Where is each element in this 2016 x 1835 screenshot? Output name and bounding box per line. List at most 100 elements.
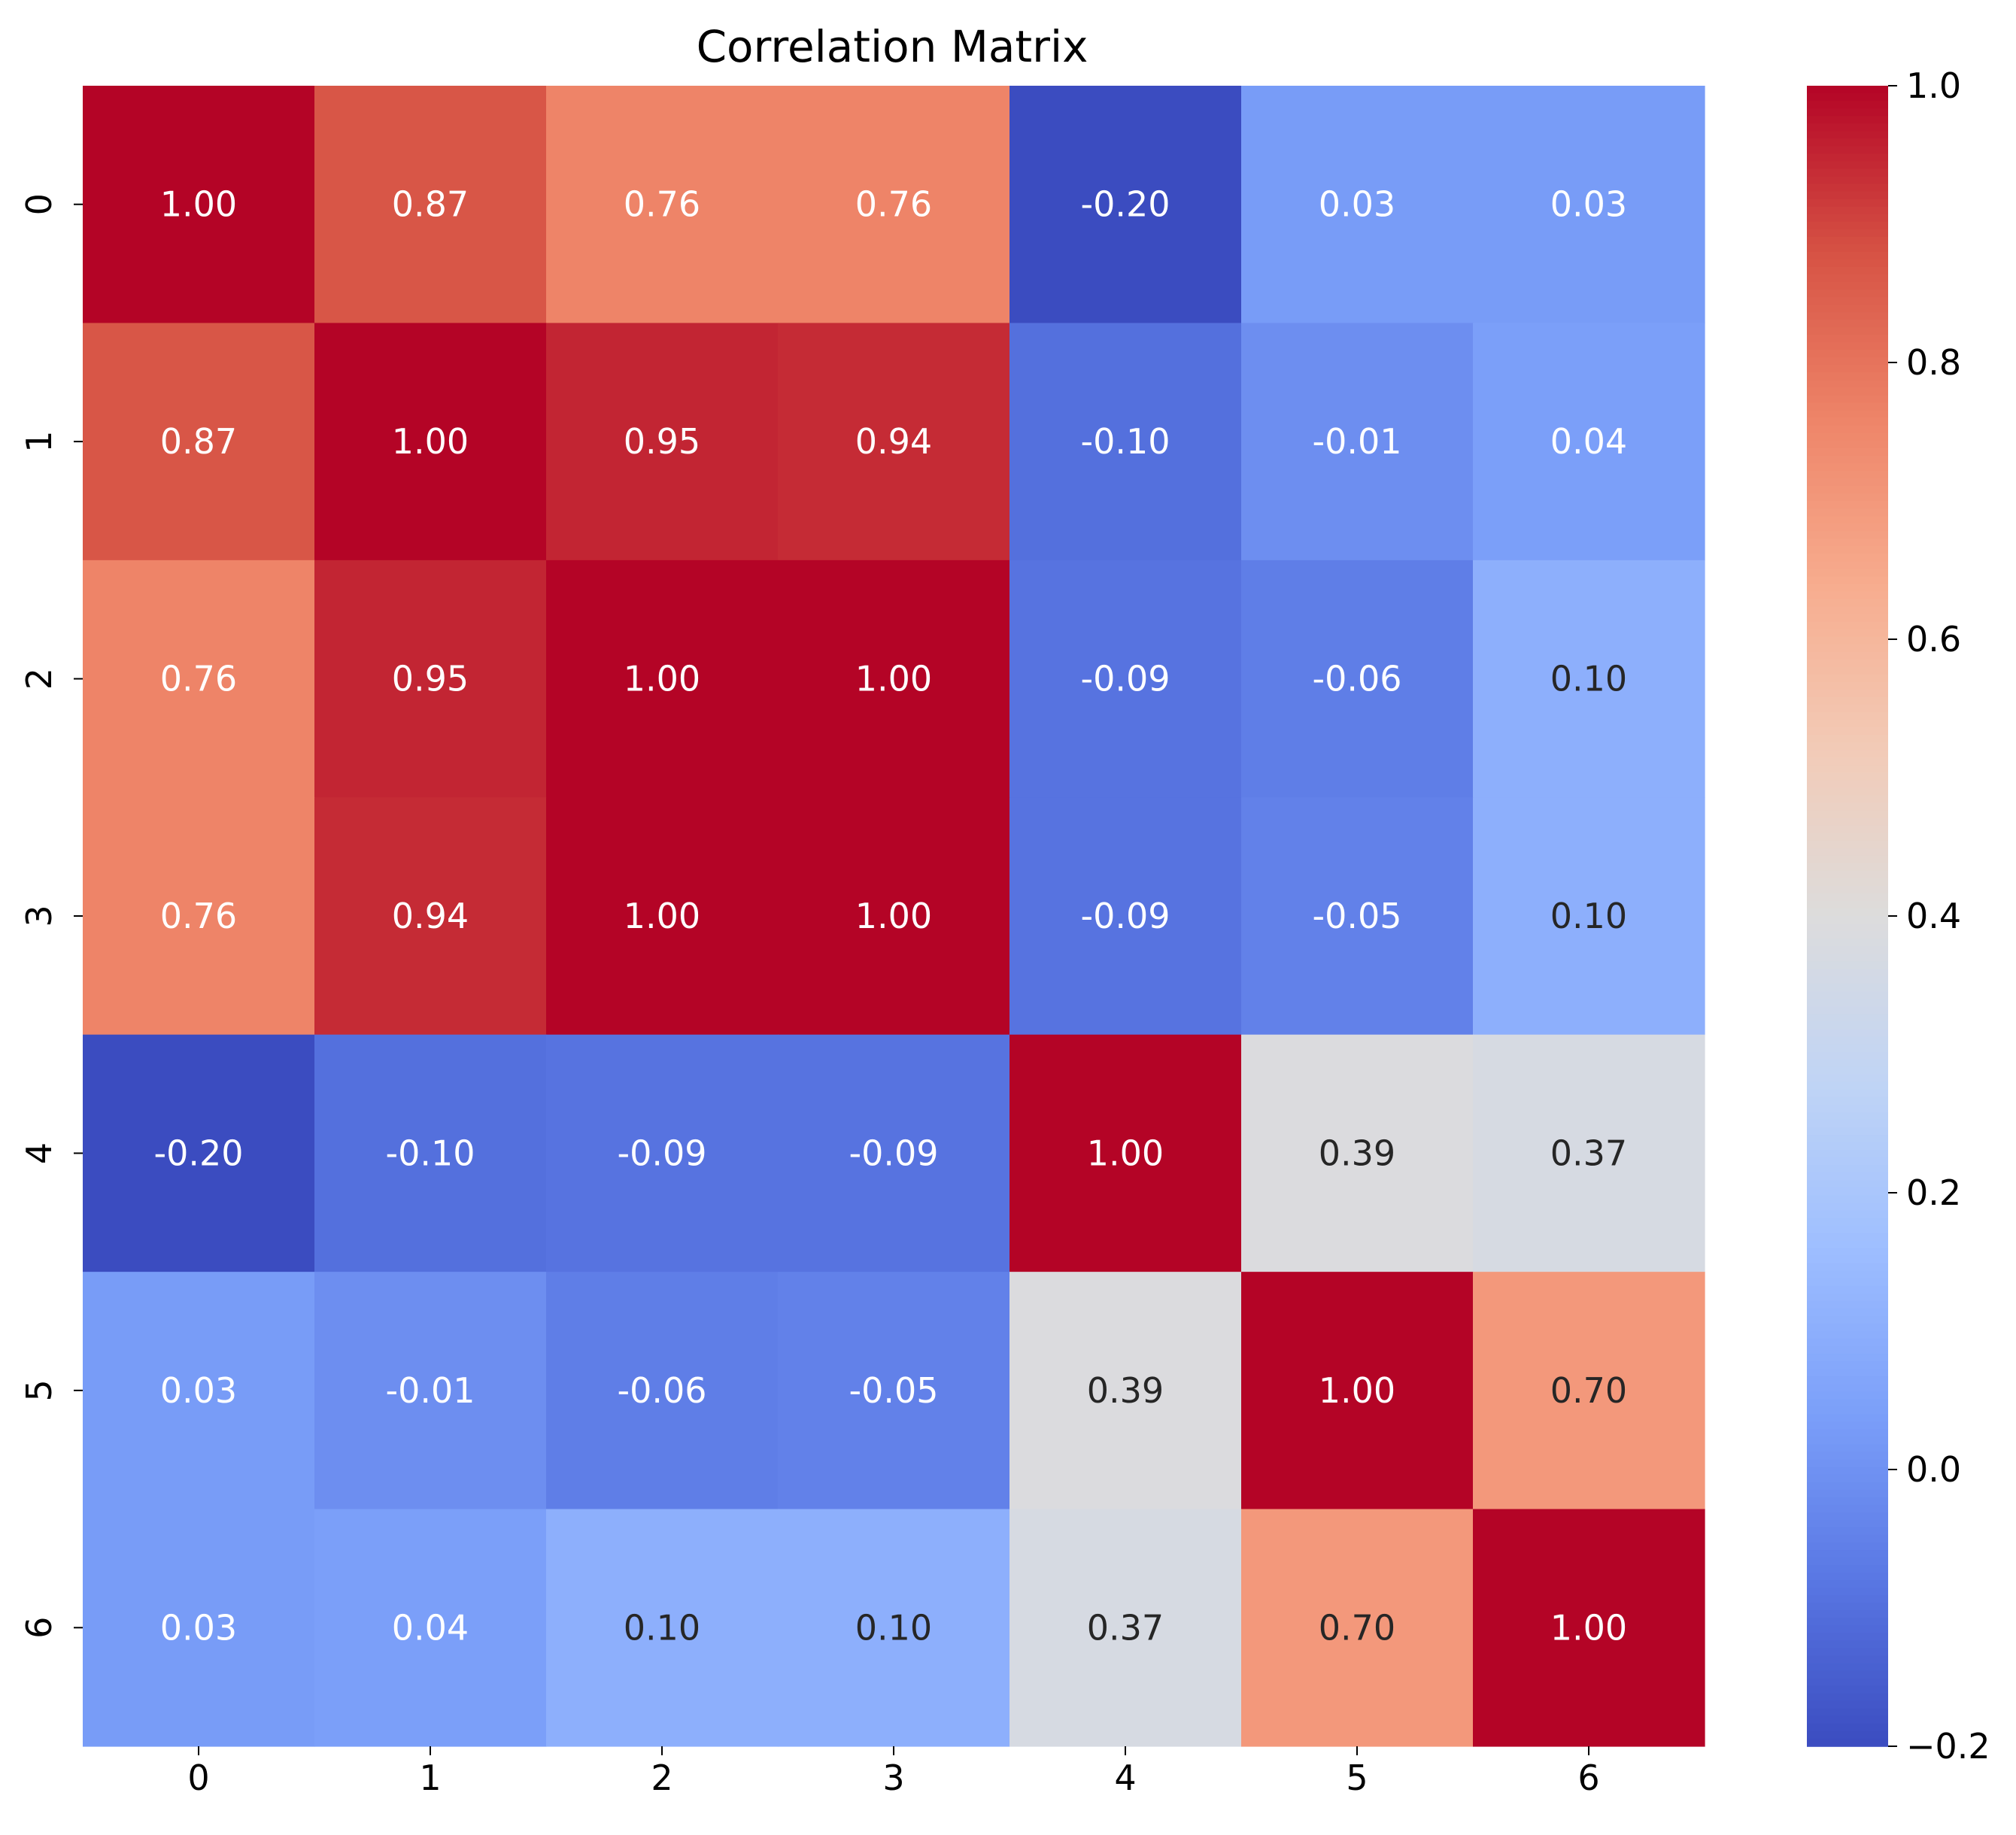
colorbar-segment — [1807, 961, 1888, 970]
heatmap-cell-label-5-0: 0.03 — [160, 1370, 237, 1411]
colorbar-segment — [1807, 1315, 1888, 1324]
colorbar-segment — [1807, 425, 1888, 434]
y-tick-label-6: 6 — [19, 1617, 59, 1639]
heatmap-cell-label-3-1: 0.94 — [392, 896, 469, 936]
colorbar-segment — [1807, 516, 1888, 524]
colorbar-segment — [1807, 1542, 1888, 1551]
colorbar-segment — [1807, 1670, 1888, 1679]
heatmap-cell-label-5-3: -0.05 — [849, 1370, 938, 1411]
colorbar-segment — [1807, 1459, 1888, 1468]
colorbar-segment — [1807, 1715, 1888, 1724]
colorbar-segment — [1807, 817, 1888, 827]
heatmap-cell-label-3-0: 0.76 — [160, 896, 237, 936]
colorbar-segment — [1807, 878, 1888, 887]
colorbar-segment — [1807, 478, 1888, 487]
heatmap-cell-label-1-5: -0.01 — [1312, 421, 1401, 462]
colorbar-segment — [1807, 1339, 1888, 1347]
colorbar-segment — [1807, 870, 1888, 879]
colorbar: 1.0 0.8 0.6 0.4 0.2 0.0 −0.2 — [1807, 65, 1990, 1767]
colorbar-segment — [1807, 493, 1888, 502]
colorbar-segment — [1807, 644, 1888, 653]
heatmap-cell-6-6 — [1473, 1509, 1705, 1747]
colorbar-segment — [1807, 1573, 1888, 1581]
colorbar-segment — [1807, 342, 1888, 351]
heatmap-cell-0-6 — [1473, 86, 1705, 324]
colorbar-segment — [1807, 1218, 1888, 1227]
colorbar-segment — [1807, 1429, 1888, 1438]
heatmap-cell-label-4-6: 0.37 — [1550, 1133, 1627, 1173]
colorbar-segment — [1807, 1263, 1888, 1272]
colorbar-segment — [1807, 1014, 1888, 1023]
colorbar-segment — [1807, 335, 1888, 344]
colorbar-segment — [1807, 1580, 1888, 1589]
colorbar-segment — [1807, 554, 1888, 563]
x-tick-label-3: 3 — [882, 1758, 904, 1798]
colorbar-segment — [1807, 1051, 1888, 1060]
colorbar-tick-label-4: 0.2 — [1906, 1172, 1961, 1213]
colorbar-segment — [1807, 1369, 1888, 1378]
colorbar-segment — [1807, 1233, 1888, 1242]
heatmap-cell-label-0-5: 0.03 — [1319, 184, 1395, 225]
heatmap-cell-label-2-3: 1.00 — [855, 659, 932, 699]
colorbar-segment — [1807, 131, 1888, 140]
colorbar-segment — [1807, 584, 1888, 593]
heatmap-cell-label-5-1: -0.01 — [385, 1370, 475, 1411]
colorbar-segment — [1807, 1708, 1888, 1717]
heatmap-cell-label-4-3: -0.09 — [849, 1133, 938, 1173]
heatmap-cell-label-1-4: -0.10 — [1080, 421, 1170, 462]
colorbar-segment — [1807, 689, 1888, 698]
heatmap-cell-label-3-6: 0.10 — [1550, 896, 1627, 936]
colorbar-segment — [1807, 931, 1888, 939]
colorbar-segment — [1807, 1036, 1888, 1045]
colorbar-segment — [1807, 1044, 1888, 1053]
colorbar-segment — [1807, 969, 1888, 978]
heatmap-cell-label-6-0: 0.03 — [160, 1607, 237, 1648]
colorbar-segment — [1807, 900, 1888, 909]
colorbar-segment — [1807, 1150, 1888, 1158]
colorbar-segment — [1807, 1595, 1888, 1604]
heatmap-cell-1-0 — [83, 323, 315, 561]
heatmap-cell-4-0 — [83, 1034, 315, 1272]
colorbar-segment — [1807, 251, 1888, 260]
heatmap-cell-5-1 — [314, 1272, 547, 1510]
colorbar-segment — [1807, 1225, 1888, 1234]
colorbar-segment — [1807, 1444, 1888, 1453]
colorbar-segment — [1807, 704, 1888, 713]
colorbar-segment — [1807, 659, 1888, 668]
colorbar-segment — [1807, 1625, 1888, 1634]
heatmap-cell-label-2-1: 0.95 — [392, 659, 469, 699]
colorbar-segment — [1807, 855, 1888, 864]
x-tick-label-0: 0 — [187, 1758, 209, 1798]
heatmap-cell-0-1 — [314, 86, 547, 324]
colorbar-segment — [1807, 651, 1888, 660]
heatmap-cell-label-3-4: -0.09 — [1080, 896, 1170, 936]
colorbar-segment — [1807, 229, 1888, 238]
colorbar-segment — [1807, 1066, 1888, 1075]
heatmap-cell-label-6-1: 0.04 — [392, 1607, 469, 1648]
colorbar-segment — [1807, 297, 1888, 305]
heatmap-cell-4-2 — [546, 1034, 779, 1272]
colorbar-segment — [1807, 833, 1888, 842]
colorbar-segment — [1807, 274, 1888, 283]
colorbar-segment — [1807, 1451, 1888, 1460]
heatmap-cell-0-5 — [1241, 86, 1474, 324]
colorbar-segment — [1807, 885, 1888, 894]
colorbar-segment — [1807, 214, 1888, 223]
colorbar-segment — [1807, 681, 1888, 690]
heatmap-cell-1-3 — [778, 323, 1010, 561]
colorbar-segment — [1807, 546, 1888, 555]
heatmap-cell-label-5-2: -0.06 — [617, 1370, 706, 1411]
colorbar-segment — [1807, 1112, 1888, 1121]
colorbar-segment — [1807, 1482, 1888, 1491]
y-tick-label-0: 0 — [19, 193, 59, 215]
heatmap-cell-label-6-4: 0.37 — [1087, 1607, 1164, 1648]
colorbar-segment — [1807, 1331, 1888, 1339]
y-tick-label-4: 4 — [19, 1142, 59, 1164]
colorbar-segment — [1807, 795, 1888, 804]
colorbar-segment — [1807, 1603, 1888, 1612]
colorbar-segment — [1807, 372, 1888, 381]
colorbar-segment — [1807, 86, 1888, 94]
colorbar-segment — [1807, 750, 1888, 759]
y-tick-label-2: 2 — [19, 668, 59, 690]
colorbar-segment — [1807, 1436, 1888, 1445]
